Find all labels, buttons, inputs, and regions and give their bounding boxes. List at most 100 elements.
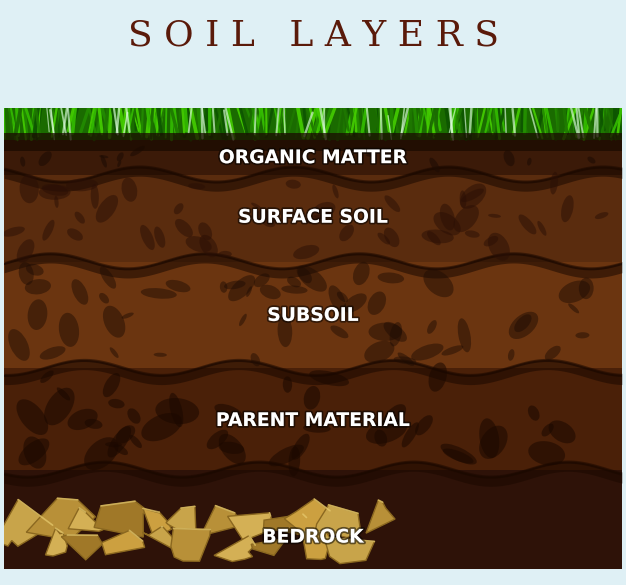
Polygon shape [166, 507, 196, 540]
Polygon shape [366, 500, 395, 533]
Ellipse shape [108, 426, 131, 457]
Ellipse shape [304, 386, 321, 410]
Ellipse shape [121, 312, 134, 319]
Ellipse shape [105, 442, 122, 447]
Ellipse shape [228, 275, 255, 301]
Ellipse shape [460, 184, 486, 209]
Ellipse shape [332, 184, 339, 198]
Ellipse shape [257, 209, 276, 227]
Text: PARENT MATERIAL: PARENT MATERIAL [216, 411, 410, 430]
Ellipse shape [514, 314, 531, 332]
Ellipse shape [415, 415, 433, 435]
Ellipse shape [548, 421, 575, 443]
Polygon shape [26, 498, 95, 540]
Polygon shape [264, 514, 307, 535]
Ellipse shape [503, 150, 515, 166]
Ellipse shape [269, 445, 304, 466]
Ellipse shape [43, 220, 54, 240]
Polygon shape [251, 539, 284, 555]
Polygon shape [46, 528, 67, 556]
Ellipse shape [141, 288, 177, 299]
Ellipse shape [42, 184, 68, 196]
Ellipse shape [411, 343, 443, 360]
Ellipse shape [382, 404, 406, 429]
Ellipse shape [16, 399, 48, 435]
Ellipse shape [329, 285, 346, 313]
Ellipse shape [26, 264, 44, 276]
Ellipse shape [384, 228, 399, 247]
Bar [4, 262, 622, 369]
Polygon shape [68, 508, 103, 531]
Bar [4, 73, 622, 140]
Ellipse shape [99, 155, 108, 158]
Ellipse shape [251, 202, 261, 209]
Ellipse shape [303, 424, 331, 433]
Ellipse shape [254, 273, 270, 287]
Ellipse shape [25, 279, 51, 294]
Ellipse shape [85, 419, 103, 429]
Ellipse shape [28, 300, 48, 330]
Ellipse shape [479, 426, 508, 459]
Ellipse shape [19, 438, 49, 465]
Ellipse shape [484, 236, 498, 246]
Ellipse shape [561, 195, 573, 222]
Polygon shape [171, 528, 210, 561]
Ellipse shape [367, 291, 386, 315]
Ellipse shape [527, 158, 531, 166]
Ellipse shape [289, 446, 300, 476]
Ellipse shape [429, 157, 439, 172]
Ellipse shape [130, 435, 142, 448]
Ellipse shape [141, 413, 182, 441]
Ellipse shape [374, 429, 387, 446]
Ellipse shape [166, 280, 190, 292]
Ellipse shape [67, 228, 83, 240]
Ellipse shape [421, 229, 454, 243]
Ellipse shape [309, 370, 349, 386]
Ellipse shape [461, 188, 484, 202]
Ellipse shape [441, 345, 463, 356]
Ellipse shape [293, 245, 319, 259]
Ellipse shape [39, 152, 52, 166]
Ellipse shape [441, 443, 477, 464]
Ellipse shape [130, 146, 145, 156]
Ellipse shape [377, 273, 404, 283]
Ellipse shape [339, 225, 354, 241]
Ellipse shape [306, 215, 324, 223]
Ellipse shape [298, 267, 312, 283]
Ellipse shape [537, 221, 546, 236]
Ellipse shape [545, 346, 561, 360]
Ellipse shape [427, 320, 437, 334]
Polygon shape [324, 537, 374, 563]
Ellipse shape [44, 388, 74, 425]
Ellipse shape [384, 195, 400, 212]
Ellipse shape [402, 422, 419, 448]
Bar [4, 140, 622, 175]
Ellipse shape [188, 183, 205, 190]
Ellipse shape [287, 277, 301, 287]
Ellipse shape [3, 226, 25, 237]
Ellipse shape [518, 215, 536, 235]
Ellipse shape [443, 449, 473, 463]
Ellipse shape [587, 157, 595, 164]
Ellipse shape [465, 230, 480, 238]
Ellipse shape [84, 437, 118, 470]
Ellipse shape [155, 398, 199, 424]
Ellipse shape [219, 434, 246, 464]
Ellipse shape [509, 312, 538, 339]
Ellipse shape [68, 409, 98, 430]
Text: ORGANIC MATTER: ORGANIC MATTER [219, 148, 407, 167]
Ellipse shape [218, 251, 232, 257]
Polygon shape [0, 500, 53, 546]
Ellipse shape [550, 172, 558, 194]
Ellipse shape [19, 174, 39, 203]
Ellipse shape [224, 281, 245, 290]
Ellipse shape [433, 212, 461, 235]
Ellipse shape [74, 212, 85, 223]
Polygon shape [101, 531, 145, 555]
Ellipse shape [480, 418, 500, 458]
Bar [4, 369, 622, 470]
Polygon shape [228, 513, 275, 539]
Ellipse shape [541, 424, 554, 436]
Ellipse shape [377, 233, 390, 245]
Polygon shape [302, 532, 331, 559]
